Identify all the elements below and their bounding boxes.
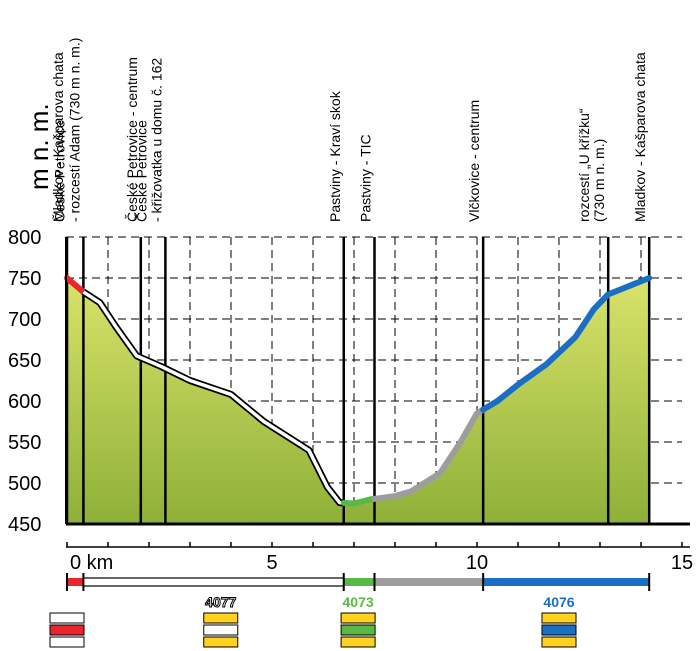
waypoint-label: Pastviny - TIC bbox=[358, 134, 374, 222]
waypoint-label: - křižovatka u domu č. 162 bbox=[148, 58, 164, 222]
marker-stripe bbox=[541, 624, 577, 636]
route-segment bbox=[82, 290, 344, 505]
y-tick-label: 450 bbox=[8, 514, 41, 536]
x-tick-label: 5 bbox=[266, 552, 277, 574]
marker-stripe bbox=[203, 612, 239, 624]
waypoint-label: Mladkov - Kašparova chata bbox=[50, 52, 66, 222]
route-numbers: 4077 4073 4076 bbox=[205, 594, 575, 611]
marker-stripe bbox=[541, 636, 577, 648]
marker-stripe bbox=[340, 612, 376, 624]
waypoint-label: České Petrovice - centrum bbox=[124, 57, 140, 222]
waypoint-label: rozcestí „U křížku“ bbox=[576, 108, 592, 222]
y-tick-labels: 800 750 700 650 600 550 500 450 bbox=[8, 227, 41, 536]
y-tick-label: 500 bbox=[8, 473, 41, 495]
profile-fill bbox=[67, 278, 650, 524]
marker-stripe bbox=[203, 636, 239, 648]
route-segment bbox=[371, 406, 487, 502]
waypoint-label: České Petrovice bbox=[51, 120, 67, 222]
y-tick-label: 650 bbox=[8, 350, 41, 372]
route-line bbox=[64, 275, 653, 507]
route-number: 4073 bbox=[343, 594, 374, 610]
route-number: 4077 bbox=[205, 594, 236, 610]
route-bar-segment bbox=[374, 578, 484, 586]
marker-stripe bbox=[49, 612, 85, 624]
waypoint-label: Vlčkovice - centrum bbox=[466, 100, 482, 222]
route-bar-segment bbox=[343, 578, 375, 586]
profile-area bbox=[67, 278, 650, 524]
axes bbox=[65, 237, 690, 548]
waypoint-label: (730 m n. m.) bbox=[591, 139, 607, 222]
x-tick-labels: 0 km 5 10 15 bbox=[70, 552, 693, 574]
waypoint-label: - rozcestí Adam (730 m n. m.) bbox=[66, 38, 82, 222]
route-segment bbox=[64, 275, 87, 295]
marker-stripe bbox=[340, 636, 376, 648]
route-bar-segment bbox=[67, 578, 84, 586]
marker-stripe bbox=[49, 636, 85, 648]
y-tick-label: 700 bbox=[8, 309, 41, 331]
y-tick-label: 800 bbox=[8, 227, 41, 249]
marker-stripe bbox=[203, 624, 239, 636]
marker-stripe bbox=[541, 612, 577, 624]
x-tick-label: 10 bbox=[466, 552, 488, 574]
marker-stripe bbox=[49, 624, 85, 636]
marker-stripe bbox=[340, 624, 376, 636]
route-segment-bar bbox=[66, 573, 651, 591]
y-axis-unit-label: m n. m. bbox=[24, 103, 54, 190]
route-segment bbox=[480, 275, 653, 413]
waypoint-label: Mladkov - Kašparova chata bbox=[632, 52, 648, 222]
route-bar-segment bbox=[82, 577, 345, 587]
y-tick-label: 750 bbox=[8, 268, 41, 290]
y-tick-label: 550 bbox=[8, 432, 41, 454]
waypoint-label: Pastviny - Kraví skok bbox=[327, 90, 343, 222]
x-tick-label: 0 km bbox=[70, 552, 113, 574]
y-tick-label: 600 bbox=[8, 391, 41, 413]
x-tick-label: 15 bbox=[671, 552, 693, 574]
trail-markers bbox=[49, 612, 577, 648]
route-number: 4076 bbox=[543, 594, 574, 610]
waypoint-label: České Petrovice bbox=[133, 120, 149, 222]
route-bar-segment bbox=[483, 578, 650, 586]
